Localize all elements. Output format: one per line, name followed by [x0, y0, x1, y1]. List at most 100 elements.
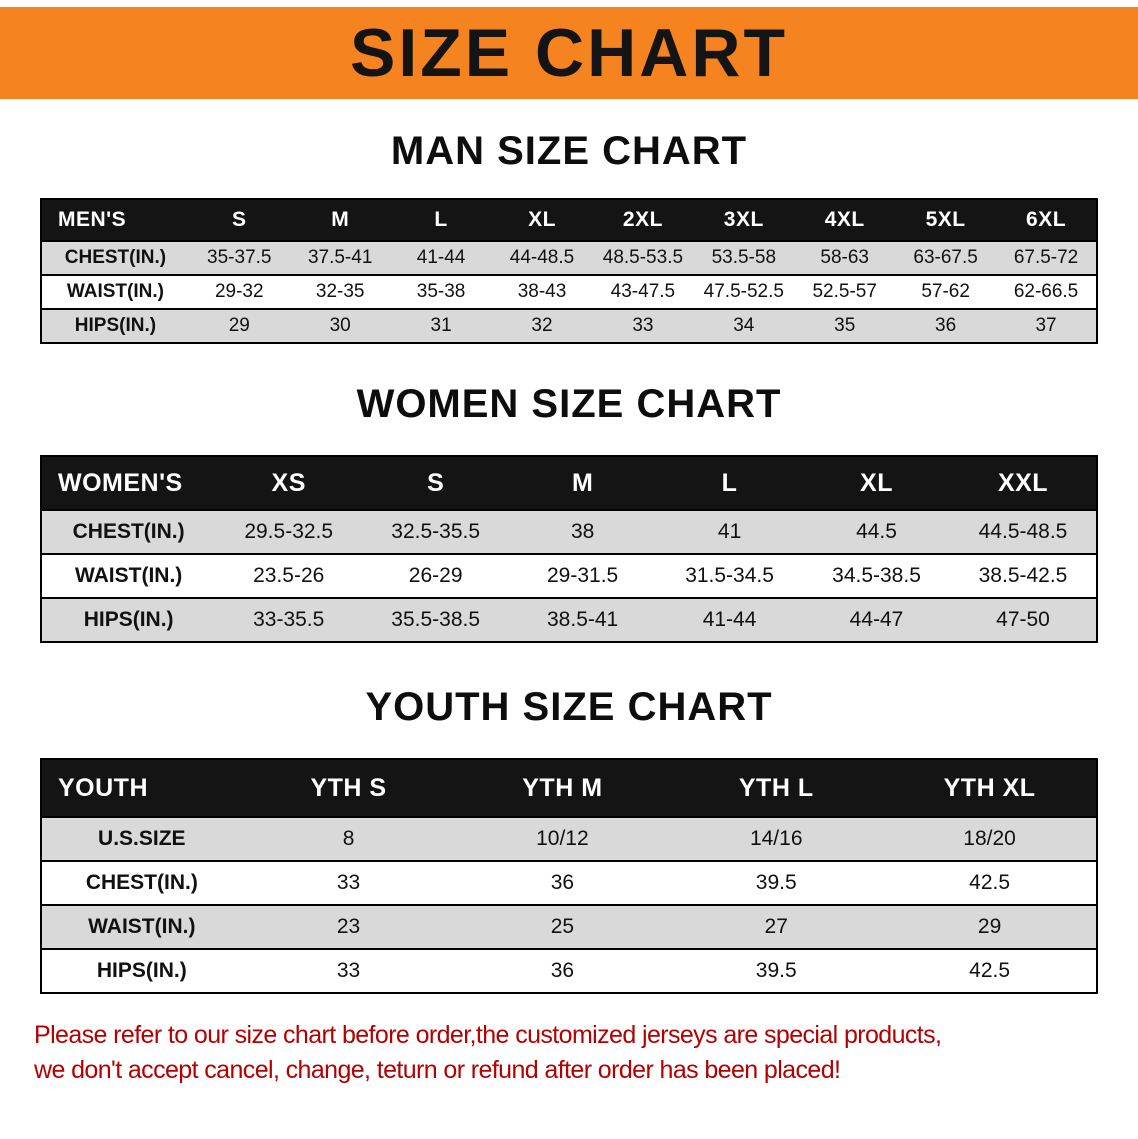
size-value-cell: 32.5-35.5	[391, 520, 481, 543]
header-row: YOUTH YTH S YTH M YTH L YTH XL	[41, 759, 1097, 817]
size-value-cell: 31	[430, 315, 452, 336]
youth-section-heading: YOUTH SIZE CHART	[365, 685, 773, 729]
row-label: U.S.SIZE	[98, 827, 186, 850]
row-label: CHEST(IN.)	[64, 247, 167, 268]
size-column-header: YTH XL	[943, 773, 1036, 802]
size-column-header: 4XL	[824, 208, 865, 231]
size-column-header: 2XL	[622, 208, 663, 231]
size-column-header: 5XL	[925, 208, 966, 231]
row-label: HIPS(IN.)	[83, 608, 174, 631]
size-value-cell: 44-47	[849, 608, 904, 631]
size-value-cell: 26-29	[408, 564, 463, 587]
size-column-header: M	[571, 468, 594, 497]
size-column-header: XL	[528, 208, 556, 231]
size-value-cell: 32	[531, 315, 553, 336]
size-value-cell: 47.5-52.5	[703, 281, 784, 302]
table-row: CHEST(IN.) 29.5-32.5 32.5-35.5 38 41 44.5 44.5…	[41, 510, 1097, 554]
table-title-cell: WOMEN'S	[58, 468, 183, 497]
disclaimer-line-1: Please refer to our size chart before or…	[34, 1021, 942, 1049]
size-value-cell: 52.5-57	[812, 281, 877, 302]
disclaimer-line-2: we don't accept cancel, change, teturn o…	[34, 1056, 841, 1084]
size-value-cell: 10/12	[536, 827, 589, 850]
table-title-cell: MEN'S	[58, 208, 127, 231]
page-title: SIZE CHART	[350, 15, 788, 91]
size-value-cell: 53.5-58	[711, 247, 777, 268]
womens-section-heading: WOMEN SIZE CHART	[356, 382, 782, 426]
size-column-header: S	[232, 208, 247, 231]
table-row: WAIST(IN.) 29-32 32-35 35-38 38-43 43-47.5 47.…	[41, 275, 1097, 309]
size-value-cell: 35-38	[416, 281, 466, 302]
size-value-cell: 31.5-34.5	[685, 564, 774, 587]
size-chart-banner: SIZE CHART	[0, 7, 1138, 99]
size-value-cell: 36	[550, 871, 575, 894]
size-value-cell: 14/16	[749, 827, 803, 850]
size-column-header: L	[721, 468, 738, 497]
size-value-cell: 34	[733, 315, 755, 336]
row-label: CHEST(IN.)	[85, 871, 198, 894]
size-value-cell: 18/20	[963, 827, 1016, 850]
size-value-cell: 44.5	[856, 520, 897, 543]
size-value-cell: 33	[336, 959, 361, 982]
size-column-header: YTH S	[310, 773, 387, 802]
size-value-cell: 34.5-38.5	[832, 564, 921, 587]
size-value-cell: 39.5	[755, 959, 797, 982]
size-value-cell: 25	[550, 915, 575, 938]
size-value-cell: 33	[336, 871, 361, 894]
size-value-cell: 41-44	[416, 247, 466, 268]
size-value-cell: 41-44	[702, 608, 757, 631]
size-value-cell: 39.5	[755, 871, 797, 894]
size-value-cell: 38.5-42.5	[978, 564, 1068, 587]
size-column-header: 6XL	[1026, 208, 1067, 231]
size-value-cell: 57-62	[921, 281, 970, 302]
womens-size-table: WOMEN'S XS S M L XL XXL CHEST(IN.) 29.5-32.5 32.5…	[40, 455, 1098, 643]
size-column-header: L	[434, 208, 448, 231]
size-value-cell: 33	[632, 315, 654, 336]
size-value-cell: 42.5	[969, 871, 1011, 894]
size-value-cell: 23.5-26	[253, 564, 325, 587]
row-label: HIPS(IN.)	[74, 315, 157, 336]
youth-size-table: YOUTH YTH S YTH M YTH L YTH XL U.S.SIZE 8 10/12…	[40, 758, 1098, 994]
row-label: CHEST(IN.)	[72, 520, 185, 543]
size-value-cell: 29-31.5	[547, 564, 619, 587]
size-column-header: S	[427, 468, 445, 497]
size-value-cell: 29.5-32.5	[244, 520, 334, 543]
size-value-cell: 35.5-38.5	[391, 608, 481, 631]
size-column-header: M	[331, 208, 350, 231]
size-column-header: 3XL	[723, 208, 764, 231]
size-column-header: XL	[860, 468, 893, 497]
table-title-cell: YOUTH	[58, 773, 148, 802]
table-row: HIPS(IN.) 29 30 31 32 33 34 35 36 37	[41, 309, 1097, 343]
size-value-cell: 38.5-41	[547, 608, 619, 631]
size-value-cell: 48.5-53.5	[602, 247, 684, 268]
size-value-cell: 36	[935, 315, 957, 336]
header-row: MEN'S S M L XL 2XL 3XL 4XL 5XL 6XL	[41, 199, 1097, 241]
size-value-cell: 44-48.5	[509, 247, 575, 268]
size-value-cell: 33-35.5	[253, 608, 325, 631]
table-row: HIPS(IN.) 33-35.5 35.5-38.5 38.5-41 41-44 44-…	[41, 598, 1097, 642]
size-column-header: YTH M	[522, 773, 603, 802]
size-value-cell: 35-37.5	[207, 247, 272, 268]
size-column-header: XXL	[997, 468, 1049, 497]
table-row: WAIST(IN.) 23.5-26 26-29 29-31.5 31.5-34.5 34…	[41, 554, 1097, 598]
size-value-cell: 62-66.5	[1013, 281, 1079, 302]
size-value-cell: 44.5-48.5	[978, 520, 1068, 543]
size-value-cell: 43-47.5	[610, 281, 676, 302]
size-value-cell: 27	[764, 915, 788, 938]
table-row: WAIST(IN.) 23 25 27 29	[41, 905, 1097, 949]
size-value-cell: 29	[977, 915, 1002, 938]
header-row: WOMEN'S XS S M L XL XXL	[41, 456, 1097, 510]
size-value-cell: 37.5-41	[307, 247, 373, 268]
mens-section-heading: MAN SIZE CHART	[390, 129, 748, 173]
size-value-cell: 63-67.5	[913, 247, 978, 268]
size-value-cell: 36	[550, 959, 575, 982]
size-value-cell: 35	[834, 315, 856, 336]
table-row: CHEST(IN.) 35-37.5 37.5-41 41-44 44-48.5 48.5…	[41, 241, 1097, 275]
size-value-cell: 29	[228, 315, 250, 336]
disclaimer: Please refer to our size chart before or…	[34, 1018, 1104, 1088]
row-label: WAIST(IN.)	[88, 915, 196, 938]
size-value-cell: 38	[570, 520, 595, 543]
table-row: U.S.SIZE 8 10/12 14/16 18/20	[41, 817, 1097, 861]
size-value-cell: 8	[342, 827, 355, 850]
size-value-cell: 23	[336, 915, 361, 938]
row-label: WAIST(IN.)	[74, 564, 183, 587]
